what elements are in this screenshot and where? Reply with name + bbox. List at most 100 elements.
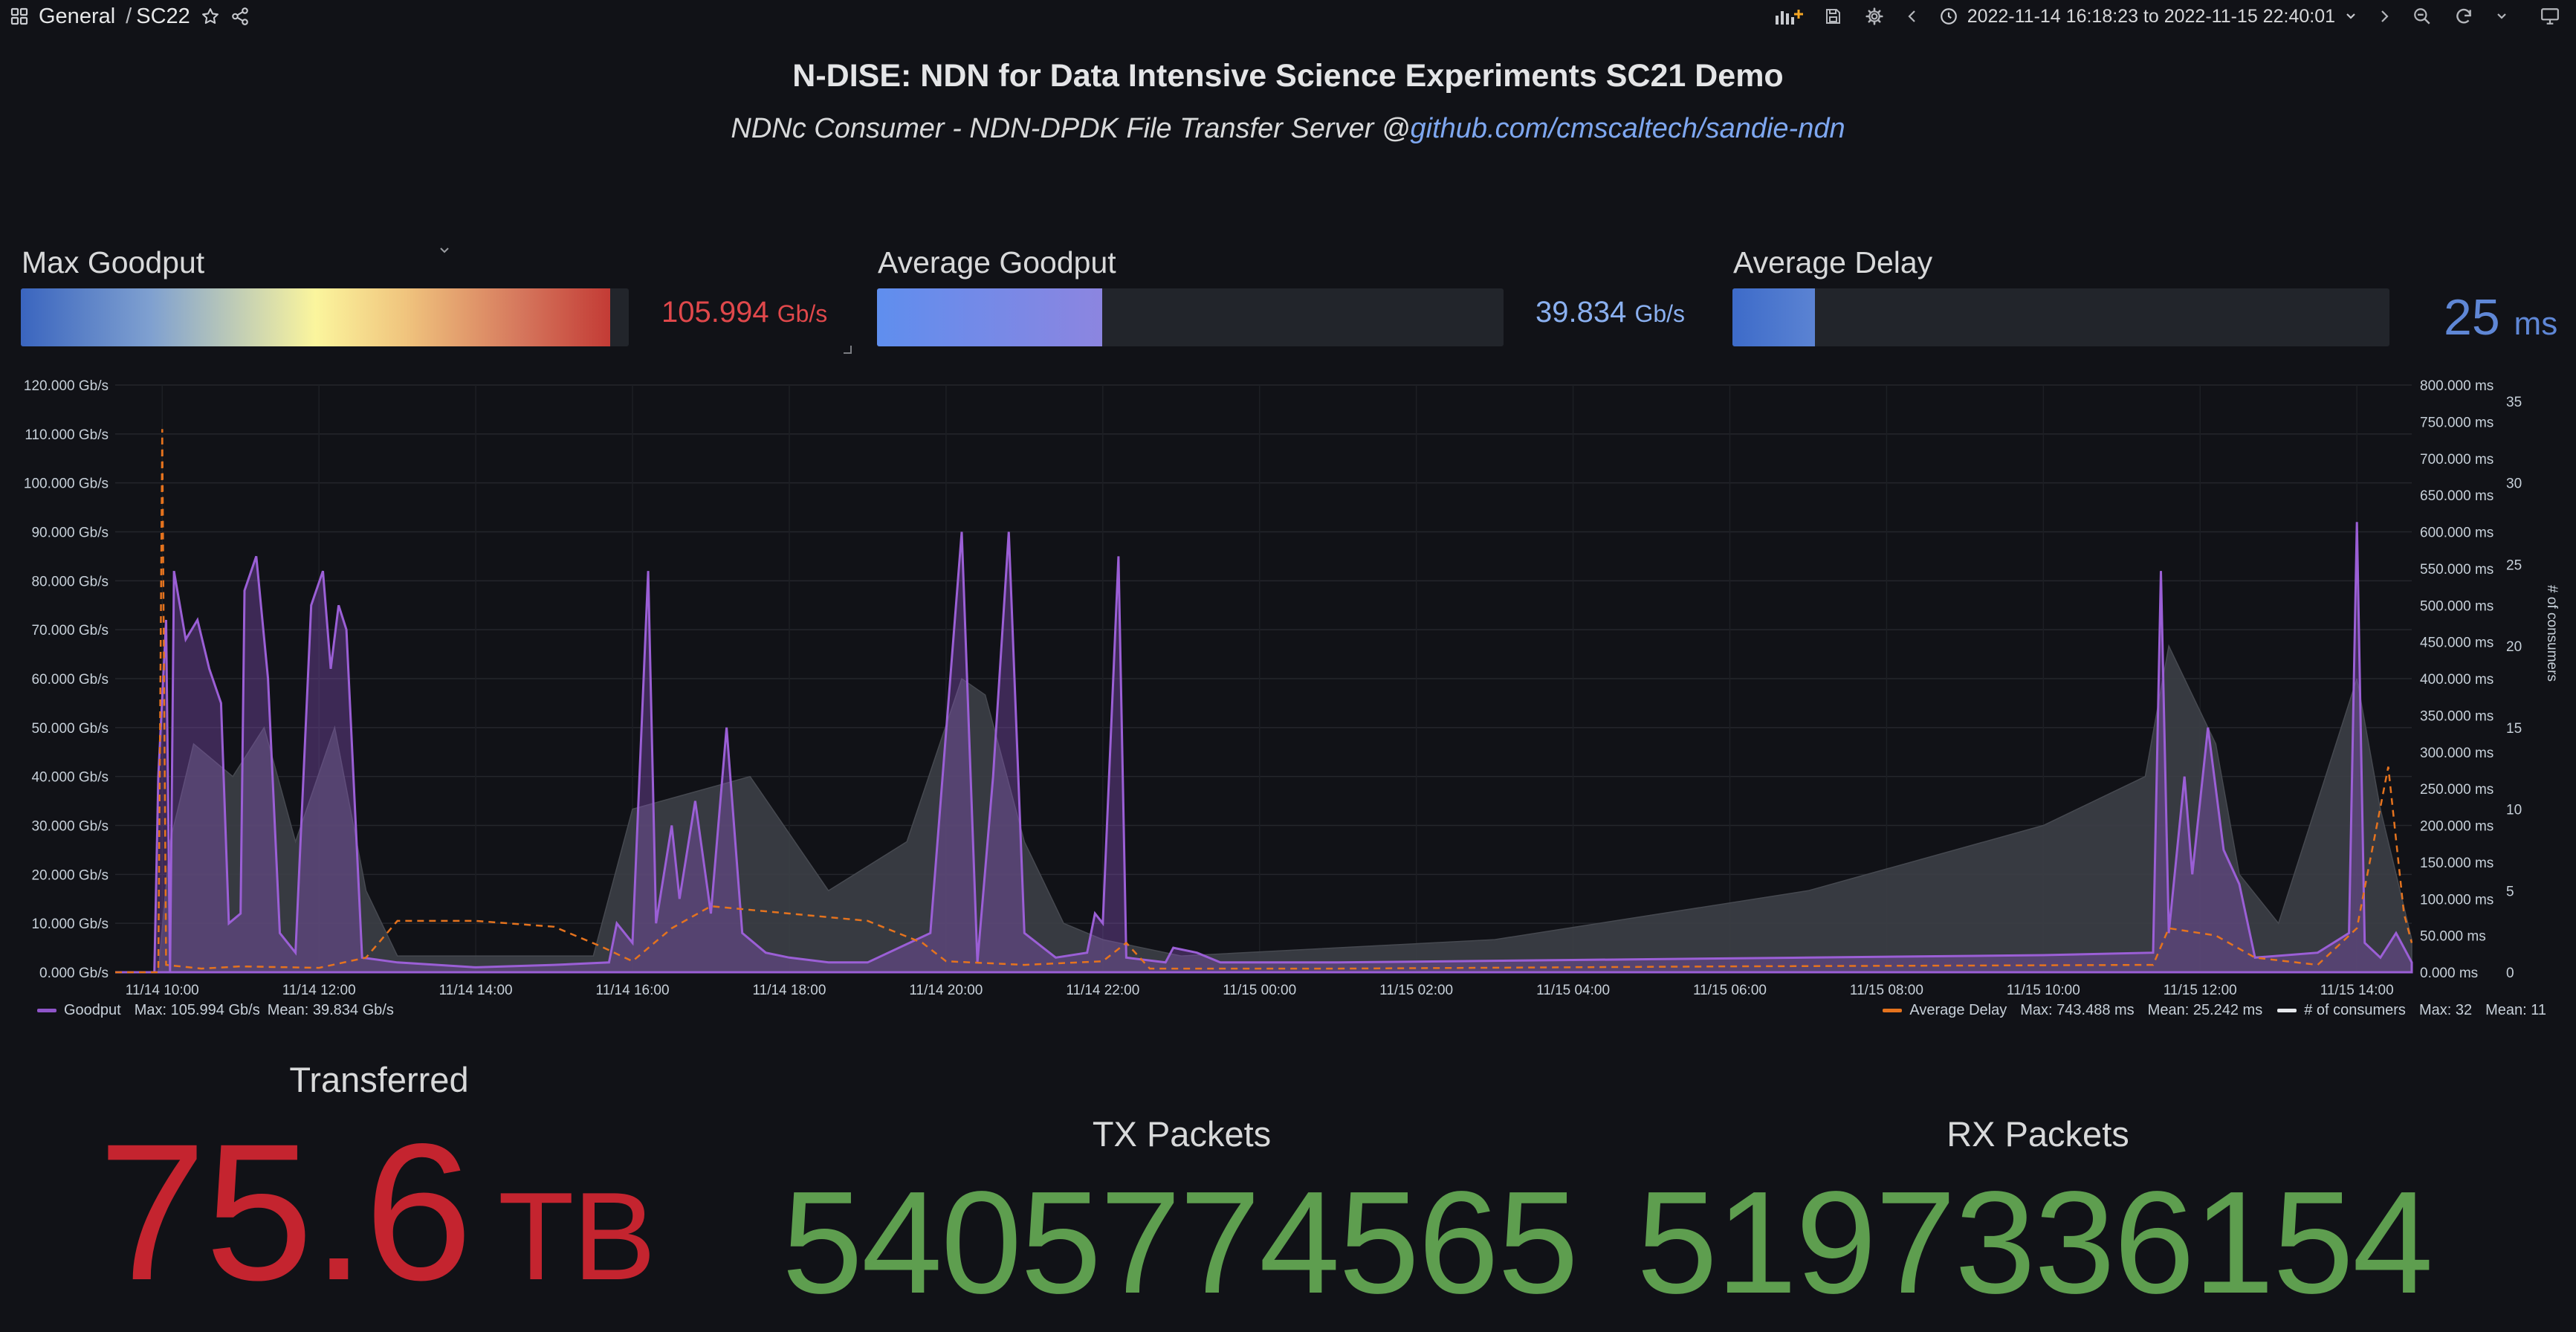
delay-line [115, 429, 2413, 974]
x-tick-label: 11/15 02:00 [1379, 983, 1453, 996]
breadcrumb: General / SC22 [10, 1, 250, 31]
y-right-tick-label: 150.000 ms [2420, 856, 2494, 871]
y-right2-tick-label: 25 [2506, 557, 2522, 573]
y-axis-right: 0.000 ms 50.000 ms 100.000 ms 150.000 ms 200… [2420, 378, 2494, 981]
rx-packets-value: 5197336154 [1637, 1161, 2433, 1324]
y-right-tick-label: 700.000 ms [2420, 452, 2494, 468]
max-goodput-number: 105.994 [661, 296, 769, 329]
y-right-tick-label: 100.000 ms [2420, 892, 2494, 908]
x-tick-label: 11/14 14:00 [439, 983, 513, 996]
dashboard-heading: N-DISE: NDN for Data Intensive Science E… [792, 58, 1784, 94]
max-goodput-unit: Gb/s [777, 300, 828, 327]
dashboard-toolbar: 2022-11-14 16:18:23 to 2022-11-15 22:40:… [1768, 1, 2569, 31]
gear-icon [1865, 7, 1883, 25]
time-shift-back-button[interactable] [1897, 1, 1927, 31]
breadcrumb-dashboard[interactable]: SC22 [136, 4, 190, 28]
refresh-button[interactable] [2445, 1, 2482, 31]
legend-goodput[interactable]: Goodput Max: 105.994 Gb/s Mean: 39.834 G… [37, 1002, 394, 1019]
tv-mode-button[interactable] [2531, 1, 2569, 31]
max-goodput-value: 105.994 Gb/s [661, 296, 827, 329]
chevron-down-icon [2346, 13, 2355, 19]
refresh-icon [2456, 8, 2471, 24]
y-right-tick-label: 300.000 ms [2420, 746, 2494, 761]
average-goodput-bar [877, 288, 1504, 346]
y-right2-tick-label: 10 [2506, 803, 2522, 818]
chevron-down-icon [2497, 13, 2506, 19]
transferred-title: Transferred [289, 1060, 469, 1099]
goodput-line [115, 522, 2413, 974]
legend-goodput-max: Max: 105.994 Gb/s [134, 1002, 260, 1018]
breadcrumb-folder[interactable]: General [39, 4, 116, 28]
github-link[interactable]: github.com/cmscaltech/sandie-ndn [1410, 113, 1845, 144]
legend-delay-max: Max: 743.488 ms [2020, 1002, 2135, 1018]
subheading-prefix: NDNc Consumer - NDN-DPDK File Transfer S… [731, 113, 1411, 144]
average-goodput-value: 39.834 Gb/s [1535, 296, 1685, 329]
zoom-out-icon [2414, 8, 2430, 25]
legend-consumers-name[interactable]: # of consumers [2304, 1002, 2406, 1018]
y-right-tick-label: 500.000 ms [2420, 598, 2494, 614]
rx-packets-title: RX Packets [1946, 1114, 2129, 1154]
y-right-tick-label: 600.000 ms [2420, 526, 2494, 541]
x-tick-label: 11/14 10:00 [126, 983, 199, 996]
y-right-tick-label: 250.000 ms [2420, 782, 2494, 798]
y-right2-tick-label: 30 [2506, 476, 2522, 492]
legend-swatch-goodput [37, 1009, 56, 1012]
star-icon[interactable] [201, 7, 220, 26]
goodput-timeseries-chart[interactable]: 0.000 Gb/s 10.000 Gb/s 20.000 Gb/s 30.000 G… [0, 372, 2576, 996]
y-right-tick-label: 650.000 ms [2420, 488, 2494, 504]
panel-menu-chevron-icon[interactable] [438, 246, 450, 255]
y-left-tick-label: 60.000 Gb/s [31, 672, 109, 688]
legend-swatch-delay [1883, 1009, 1903, 1012]
y-left-tick-label: 80.000 Gb/s [31, 574, 109, 589]
add-panel-icon [1775, 10, 1803, 25]
chevron-left-icon [1908, 10, 1915, 22]
average-delay-value: 25 ms [2444, 288, 2557, 346]
max-goodput-title: Max Goodput [22, 245, 205, 279]
average-delay-unit: ms [2514, 305, 2558, 342]
dashboards-grid-icon[interactable] [10, 7, 28, 25]
time-shift-forward-button[interactable] [2369, 1, 2399, 31]
clock-icon [1940, 8, 1957, 25]
zoom-out-button[interactable] [2404, 1, 2441, 31]
x-axis: 11/14 10:00 11/14 12:00 11/14 14:00 11/14 1… [126, 983, 2394, 996]
y-left-tick-label: 120.000 Gb/s [24, 378, 109, 394]
y-right-tick-label: 450.000 ms [2420, 636, 2494, 651]
add-panel-button[interactable] [1768, 1, 1810, 31]
average-goodput-number: 39.834 [1535, 296, 1627, 329]
average-delay-bar [1732, 288, 2389, 346]
y-right-tick-label: 800.000 ms [2420, 378, 2494, 394]
y-right-tick-label: 350.000 ms [2420, 708, 2494, 724]
average-delay-number: 25 [2444, 289, 2500, 346]
x-tick-label: 11/15 12:00 [2164, 983, 2237, 996]
legend-goodput-mean: Mean: 39.834 Gb/s [267, 1002, 394, 1018]
y-left-tick-label: 40.000 Gb/s [31, 770, 109, 786]
legend-delay-name[interactable]: Average Delay [1909, 1002, 2007, 1018]
x-tick-label: 11/15 08:00 [1850, 983, 1923, 996]
share-icon[interactable] [230, 7, 250, 26]
resize-handle-icon[interactable] [841, 343, 852, 354]
y-left-tick-label: 90.000 Gb/s [31, 526, 109, 541]
average-delay-bar-fill [1732, 288, 1815, 346]
dashboard-subheading: NDNc Consumer - NDN-DPDK File Transfer S… [0, 113, 2576, 145]
consumers-area [115, 644, 2412, 973]
monitor-icon [2541, 8, 2559, 25]
dashboard-settings-button[interactable] [1856, 1, 1893, 31]
average-goodput-unit: Gb/s [1634, 300, 1686, 327]
refresh-interval-dropdown[interactable] [2487, 1, 2517, 31]
time-range-picker[interactable]: 2022-11-14 16:18:23 to 2022-11-15 22:40:… [1932, 6, 2365, 28]
x-tick-label: 11/14 16:00 [596, 983, 670, 996]
y-left-tick-label: 0.000 Gb/s [39, 966, 109, 981]
y-left-tick-label: 10.000 Gb/s [31, 916, 109, 932]
y-left-tick-label: 30.000 Gb/s [31, 819, 109, 835]
y-axis-left: 0.000 Gb/s 10.000 Gb/s 20.000 Gb/s 30.000 G… [24, 378, 109, 981]
x-tick-label: 11/14 12:00 [282, 983, 356, 996]
y-right-tick-label: 200.000 ms [2420, 819, 2494, 835]
legend-consumers-max: Max: 32 [2418, 1002, 2473, 1018]
legend-right: Average Delay Max: 743.488 ms Mean: 25.2… [1883, 1002, 2546, 1019]
transferred-value: 75.6 TB [98, 1115, 656, 1310]
average-goodput-title: Average Goodput [878, 245, 1116, 279]
max-goodput-bar [21, 288, 629, 346]
save-icon [1825, 9, 1840, 24]
save-dashboard-button[interactable] [1814, 1, 1851, 31]
legend-swatch-consumers [2277, 1009, 2297, 1012]
